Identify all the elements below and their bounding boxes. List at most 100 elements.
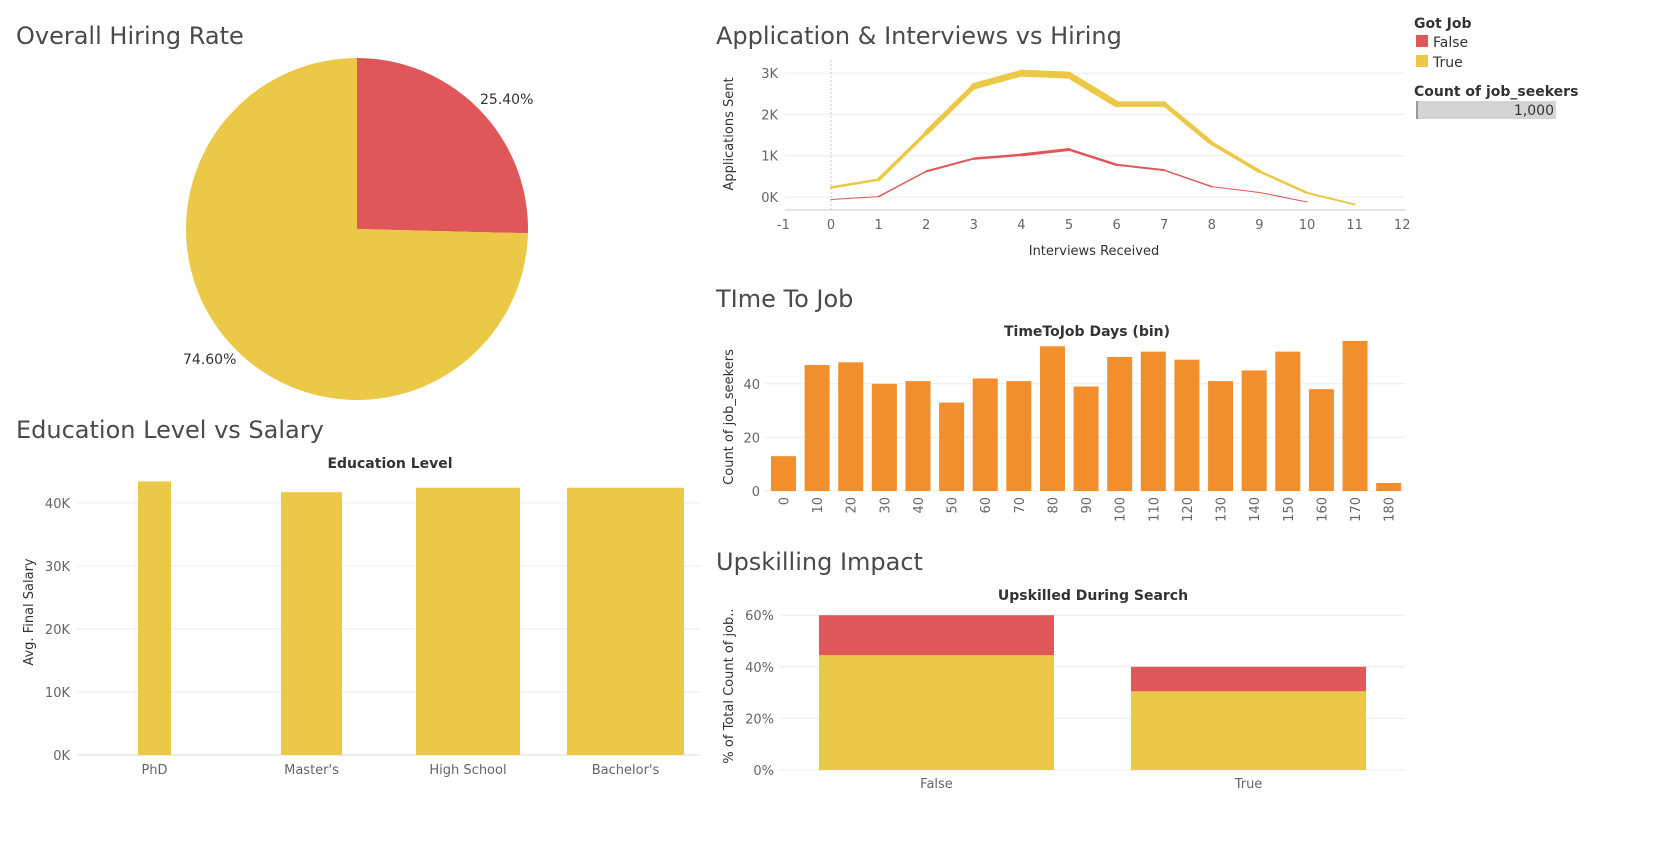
edu-bar — [567, 487, 684, 755]
line-xtick: 9 — [1255, 218, 1263, 233]
line-series-false-segment — [877, 170, 927, 198]
edu-ytick: 30K — [45, 560, 71, 575]
edu-title: Education Level vs Salary — [16, 416, 324, 444]
line-xtick: 4 — [1017, 218, 1025, 233]
edu-ytick: 40K — [45, 497, 71, 512]
ttj-xtick: 130 — [1215, 497, 1230, 522]
line-series-false-segment — [1258, 191, 1308, 203]
up-ylabel: % of Total Count of job.. — [722, 608, 737, 763]
up-xtick: False — [920, 777, 953, 792]
legend-label-true: True — [1432, 55, 1463, 71]
ttj-bar — [1308, 389, 1334, 491]
line-xlabel: Interviews Received — [1029, 244, 1160, 259]
ttj-xtick: 60 — [979, 497, 994, 514]
ttj-bar — [1275, 351, 1301, 491]
ttj-chart: 0 20 40 0 10 20 30 40 50 60 70 80 90 100 110 120 130 140 1… — [743, 340, 1405, 522]
edu-chart: 0K 10K 20K 30K 40K PhD Master's High School Bach… — [45, 481, 700, 778]
ttj-bar — [1174, 359, 1200, 491]
edu-xtick: Bachelor's — [592, 763, 660, 778]
edu-ylabel: Avg. Final Salary — [22, 558, 37, 666]
ttj-bar — [972, 378, 998, 491]
edu-bar — [416, 487, 520, 755]
ttj-xtick: 110 — [1147, 497, 1162, 522]
line-series-false-segment — [1211, 186, 1260, 193]
line-ytick: 0K — [761, 191, 778, 206]
pie-chart: 25.40% 74.60% — [183, 58, 533, 400]
pie-slice-true — [186, 58, 528, 400]
ttj-xtick: 10 — [811, 497, 826, 514]
ttj-xtick: 180 — [1383, 497, 1398, 522]
line-xtick: -1 — [777, 218, 790, 233]
line-series-false-segment — [925, 157, 975, 173]
up-ytick: 0% — [753, 764, 774, 779]
ttj-bar — [771, 456, 796, 491]
up-ytick: 40% — [745, 661, 774, 676]
ttj-bar — [905, 381, 931, 491]
line-xtick: 1 — [874, 218, 882, 233]
line-series-true-segment — [1210, 141, 1262, 174]
line-series-true-segment — [1258, 170, 1309, 195]
line-series-true-segment — [970, 69, 1025, 90]
line-ylabel: Applications Sent — [722, 77, 737, 190]
line-series-false-segment — [1067, 148, 1118, 167]
ttj-xtick: 160 — [1315, 497, 1330, 522]
ttj-xtick: 70 — [1013, 497, 1028, 514]
edu-bar — [281, 492, 342, 755]
line-title: Application & Interviews vs Hiring — [716, 22, 1122, 50]
line-ytick: 1K — [761, 150, 778, 165]
up-title: Upskilling Impact — [716, 548, 923, 576]
ttj-xtick: 40 — [912, 497, 927, 514]
up-ytick: 20% — [745, 712, 774, 727]
legend-label-false: False — [1433, 35, 1468, 51]
line-series-true-segment — [1065, 71, 1120, 108]
ttj-xtick: 150 — [1282, 497, 1297, 522]
line-xtick: 11 — [1346, 218, 1363, 233]
line-xtick: 3 — [970, 218, 978, 233]
legend-size-value: 1,000 — [1514, 103, 1554, 119]
legend-swatch-false — [1416, 35, 1428, 47]
ttj-xtick: 30 — [878, 497, 893, 514]
line-series-true-segment — [1306, 191, 1356, 206]
legend-swatch-true — [1416, 55, 1428, 67]
up-bar-false — [819, 615, 1054, 656]
line-series-false-segment — [1115, 163, 1166, 172]
ttj-bar — [1342, 340, 1368, 491]
line-xtick: 2 — [922, 218, 930, 233]
ttj-bar — [1376, 482, 1402, 491]
edu-header: Education Level — [327, 456, 452, 472]
up-bar-true — [819, 655, 1054, 770]
ttj-xtick: 80 — [1046, 497, 1061, 514]
line-ytick: 2K — [761, 108, 778, 123]
ttj-bar — [1006, 381, 1032, 491]
ttj-ytick: 0 — [752, 485, 760, 500]
up-chart: 0% 20% 40% 60% False True — [745, 609, 1405, 792]
up-xtick: True — [1234, 777, 1263, 792]
ttj-title: TIme To Job — [715, 285, 853, 313]
line-series-false-segment — [830, 196, 880, 200]
ttj-ytick: 20 — [743, 431, 760, 446]
line-series-false-segment — [1163, 169, 1213, 188]
up-bar-true — [1131, 691, 1366, 770]
up-bar-false — [1131, 666, 1366, 692]
line-xtick: 10 — [1299, 218, 1316, 233]
ttj-xtick: 0 — [778, 497, 793, 505]
edu-ytick: 20K — [45, 623, 71, 638]
ttj-bar — [1208, 381, 1234, 491]
edu-ytick: 10K — [45, 686, 71, 701]
line-series-true-segment — [923, 83, 977, 136]
pie-title: Overall Hiring Rate — [16, 22, 244, 50]
line-series-false-segment — [1019, 148, 1071, 157]
ttj-bar — [939, 402, 965, 491]
pie-slice-false — [357, 58, 528, 234]
ttj-bar — [1241, 370, 1267, 491]
line-xtick: 8 — [1208, 218, 1216, 233]
up-ytick: 60% — [745, 609, 774, 624]
line-xtick: 12 — [1394, 218, 1411, 233]
ttj-bar — [871, 383, 897, 491]
up-header: Upskilled During Search — [998, 588, 1188, 604]
ttj-bar — [1039, 346, 1065, 491]
line-series-false-segment — [972, 153, 1023, 160]
line-series-true-segment — [829, 178, 880, 189]
